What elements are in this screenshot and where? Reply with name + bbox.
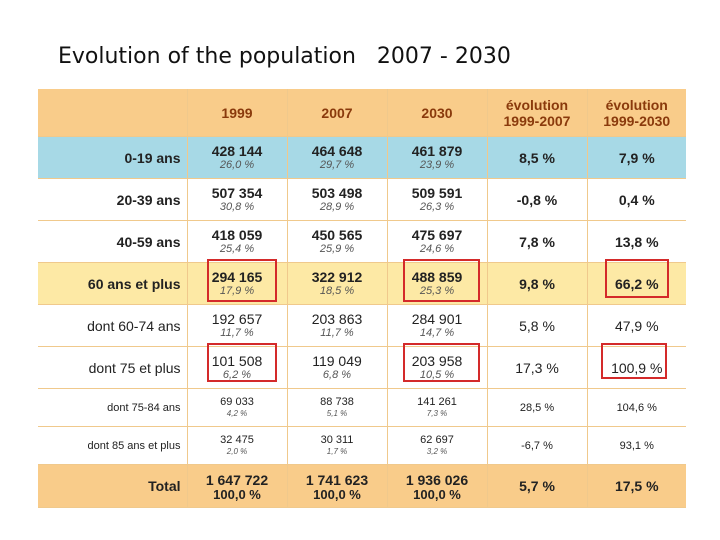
cell-evolution-1999-2007: 5,8 % — [487, 304, 588, 347]
cell-1999: 192 657 11,7 % — [187, 304, 288, 347]
page-title: Evolution of the population 2007 - 2030 — [58, 44, 511, 69]
header-evolution-1999-2030: évolution 1999-2030 — [587, 89, 686, 137]
cell-1999: 294 165 17,9 % — [187, 262, 288, 305]
cell-2030: 475 697 24,6 % — [387, 220, 488, 263]
row-label: 40-59 ans — [38, 220, 188, 263]
cell-2030: 203 958 10,5 % — [387, 346, 488, 389]
cell-evolution-1999-2007: 8,5 % — [487, 136, 588, 179]
total-row: Total 1 647 722 100,0 % 1 741 623 100,0 % … — [38, 464, 686, 508]
cell-2030: 488 859 25,3 % — [387, 262, 488, 305]
cell-2007: 119 049 6,8 % — [287, 346, 388, 389]
cell-evolution-1999-2007: 28,5 % — [487, 388, 588, 427]
cell-2030: 1 936 026 100,0 % — [387, 464, 488, 508]
cell-evolution-1999-2030: 93,1 % — [587, 426, 686, 465]
cell-2030: 141 261 7,3 % — [387, 388, 488, 427]
cell-2007: 503 498 28,9 % — [287, 178, 388, 221]
cell-evolution-1999-2030: 104,6 % — [587, 388, 686, 427]
cell-evolution-1999-2007: -0,8 % — [487, 178, 588, 221]
cell-evolution-1999-2007: -6,7 % — [487, 426, 588, 465]
header-2007: 2007 — [287, 89, 388, 137]
table-row: dont 60-74 ans 192 657 11,7 % 203 863 11,7… — [38, 304, 686, 347]
table-row: dont 85 ans et plus 32 475 2,0 % 30 311 1,… — [38, 426, 686, 465]
cell-2007: 450 565 25,9 % — [287, 220, 388, 263]
population-table: 1999 2007 2030 évolution 1999-2007 évolut… — [38, 89, 686, 508]
cell-1999: 101 508 6,2 % — [187, 346, 288, 389]
cell-1999: 507 354 30,8 % — [187, 178, 288, 221]
table-row: 40-59 ans 418 059 25,4 % 450 565 25,9 % 47… — [38, 220, 686, 263]
header-evolution-1999-2007: évolution 1999-2007 — [487, 89, 588, 137]
header-2030: 2030 — [387, 89, 488, 137]
cell-1999: 32 475 2,0 % — [187, 426, 288, 465]
row-label: 60 ans et plus — [38, 262, 188, 305]
cell-evolution-1999-2030: 0,4 % — [587, 178, 686, 221]
table-row: 0-19 ans 428 144 26,0 % 464 648 29,7 % 461… — [38, 136, 686, 179]
cell-evolution-1999-2030: 17,5 % — [587, 464, 686, 508]
cell-evolution-1999-2007: 9,8 % — [487, 262, 588, 305]
cell-2007: 30 311 1,7 % — [287, 426, 388, 465]
table-row: dont 75 et plus 101 508 6,2 % 119 049 6,8 … — [38, 346, 686, 389]
cell-1999: 69 033 4,2 % — [187, 388, 288, 427]
cell-2030: 62 697 3,2 % — [387, 426, 488, 465]
cell-2007: 88 738 5,1 % — [287, 388, 388, 427]
row-label: Total — [38, 464, 188, 508]
cell-2030: 461 879 23,9 % — [387, 136, 488, 179]
cell-2007: 1 741 623 100,0 % — [287, 464, 388, 508]
row-label: dont 75-84 ans — [38, 388, 188, 427]
cell-2007: 322 912 18,5 % — [287, 262, 388, 305]
header-empty-cell — [38, 89, 188, 137]
row-label: dont 85 ans et plus — [38, 426, 188, 465]
cell-1999: 428 144 26,0 % — [187, 136, 288, 179]
cell-evolution-1999-2007: 7,8 % — [487, 220, 588, 263]
cell-2030: 509 591 26,3 % — [387, 178, 488, 221]
cell-evolution-1999-2030: 66,2 % — [587, 262, 686, 305]
row-label: 20-39 ans — [38, 178, 188, 221]
header-1999: 1999 — [187, 89, 288, 137]
cell-2007: 464 648 29,7 % — [287, 136, 388, 179]
cell-evolution-1999-2030: 100,9 % — [587, 346, 686, 389]
cell-evolution-1999-2030: 13,8 % — [587, 220, 686, 263]
cell-1999: 1 647 722 100,0 % — [187, 464, 288, 508]
cell-2007: 203 863 11,7 % — [287, 304, 388, 347]
cell-evolution-1999-2030: 7,9 % — [587, 136, 686, 179]
table-header-row: 1999 2007 2030 évolution 1999-2007 évolut… — [38, 89, 686, 137]
row-label: dont 60-74 ans — [38, 304, 188, 347]
cell-evolution-1999-2030: 47,9 % — [587, 304, 686, 347]
table-row: dont 75-84 ans 69 033 4,2 % 88 738 5,1 % 1… — [38, 388, 686, 427]
table-row: 60 ans et plus 294 165 17,9 % 322 912 18,5… — [38, 262, 686, 305]
cell-2030: 284 901 14,7 % — [387, 304, 488, 347]
cell-evolution-1999-2007: 5,7 % — [487, 464, 588, 508]
cell-evolution-1999-2007: 17,3 % — [487, 346, 588, 389]
cell-1999: 418 059 25,4 % — [187, 220, 288, 263]
table-row: 20-39 ans 507 354 30,8 % 503 498 28,9 % 50… — [38, 178, 686, 221]
row-label: dont 75 et plus — [38, 346, 188, 389]
row-label: 0-19 ans — [38, 136, 188, 179]
